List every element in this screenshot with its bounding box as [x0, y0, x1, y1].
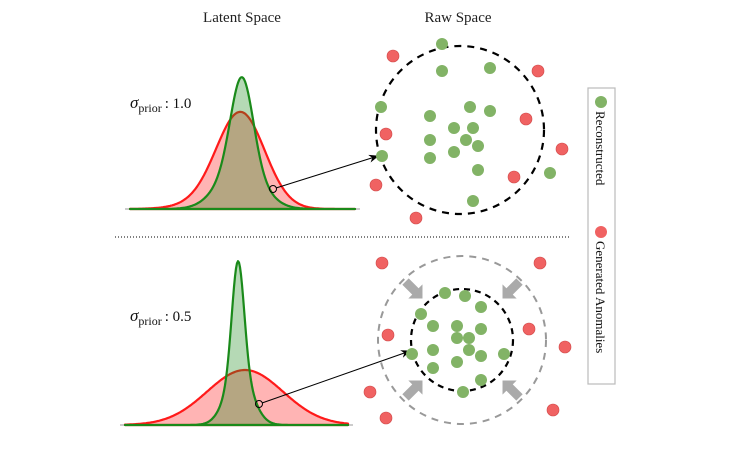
reconstructed-point: [459, 290, 471, 302]
raw-space-title: Raw Space: [424, 10, 491, 26]
anomaly-point: [533, 256, 547, 270]
reconstructed-point: [436, 38, 448, 50]
reconstructed-legend-marker: [595, 96, 607, 108]
reconstructed-point: [498, 348, 510, 360]
shrink-arrow-icon: [502, 380, 523, 401]
reconstructed-point: [475, 374, 487, 386]
anomaly-point: [546, 403, 560, 417]
anomaly-point: [379, 411, 393, 425]
reconstructed-point: [472, 140, 484, 152]
sigma-label-top: σprior: 1.0: [130, 93, 191, 115]
anomaly-point: [409, 211, 423, 225]
reconstructed-point: [427, 320, 439, 332]
reconstructed-point: [427, 362, 439, 374]
reconstructed-point: [484, 105, 496, 117]
anomaly-point: [558, 340, 572, 354]
reconstructed-point: [463, 332, 475, 344]
reconstructed-density-curve: [128, 76, 357, 211]
sample-point-marker: [269, 185, 277, 193]
reconstructed-point: [424, 134, 436, 146]
reconstructed-point: [544, 167, 556, 179]
legend: Reconstructed Generated Anomalies: [587, 87, 616, 385]
anomaly-point: [375, 256, 389, 270]
boundary-circle: [374, 44, 546, 216]
reconstructed-point: [448, 146, 460, 158]
reconstructed-point: [375, 101, 387, 113]
anomaly-point: [381, 328, 395, 342]
reconstructed-point: [460, 134, 472, 146]
mapping-arrow: [261, 350, 411, 404]
reconstructed-point: [406, 348, 418, 360]
sigma-label-bottom: σprior: 0.5: [130, 306, 191, 328]
reconstructed-point: [376, 150, 388, 162]
reconstructed-point: [464, 101, 476, 113]
anomaly-point: [507, 170, 521, 184]
reconstructed-point: [475, 301, 487, 313]
reconstructed-point: [467, 122, 479, 134]
reconstructed-point: [451, 332, 463, 344]
anomaly-point: [531, 64, 545, 78]
reconstructed-point: [427, 344, 439, 356]
reconstructed-point: [424, 152, 436, 164]
anomaly-point: [363, 385, 377, 399]
reconstructed-point: [439, 287, 451, 299]
shrink-arrow-icon: [502, 278, 523, 299]
reconstructed-point: [472, 164, 484, 176]
reconstructed-point: [484, 62, 496, 74]
latent-space-title: Latent Space: [203, 10, 281, 26]
mapping-arrow: [275, 154, 379, 189]
anomalies-legend-label: Generated Anomalies: [593, 241, 608, 353]
anomalies-legend-marker: [595, 226, 607, 238]
anomaly-point: [369, 178, 383, 192]
reconstructed-point: [448, 122, 460, 134]
reconstructed-point: [463, 344, 475, 356]
anomaly-point: [379, 127, 393, 141]
shrink-arrow-icon: [402, 278, 423, 299]
reconstructed-point: [451, 356, 463, 368]
reconstructed-point: [424, 110, 436, 122]
sample-point-marker: [255, 400, 263, 408]
anomaly-point: [522, 322, 536, 336]
reconstructed-point: [475, 350, 487, 362]
reconstructed-point: [467, 195, 479, 207]
reconstructed-density-curve: [123, 260, 350, 427]
anomaly-point: [555, 142, 569, 156]
reconstructed-point: [451, 320, 463, 332]
shrink-arrow-icon: [402, 380, 423, 401]
anomaly-point: [386, 49, 400, 63]
anomaly-point: [519, 112, 533, 126]
reconstructed-point: [436, 65, 448, 77]
reconstructed-legend-label: Reconstructed: [593, 111, 608, 186]
anomaly-density-curve: [123, 368, 350, 427]
original-boundary-circle: [377, 255, 547, 425]
reconstructed-point: [457, 386, 469, 398]
reconstructed-point: [415, 308, 427, 320]
reconstructed-point: [475, 323, 487, 335]
